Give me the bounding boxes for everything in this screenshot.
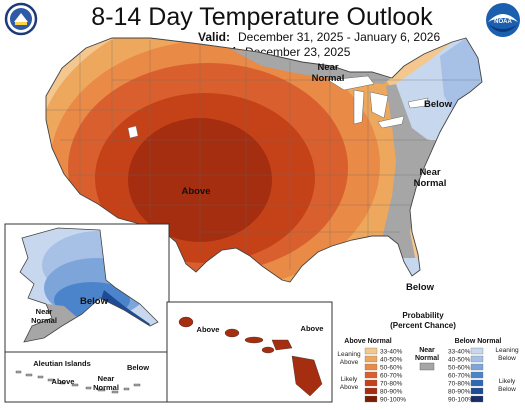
legend-below-swatch-5 (470, 387, 484, 395)
legend-below-swatch-3 (470, 371, 484, 379)
label-above-main: Above (181, 186, 210, 197)
aleutian-title: Aleutian Islands (33, 359, 91, 368)
noaa-logo: NOAA (486, 3, 520, 37)
label-hawaii-above-right: Above (301, 324, 324, 333)
label-aleutian-above: Above (52, 377, 75, 386)
aleutian-frame (4, 351, 168, 403)
label-near-normal-north-1: Near (317, 62, 338, 73)
label-alaska-below: Below (80, 296, 109, 307)
legend-below-range-6: 90-100% (448, 397, 474, 404)
legend-leaning-above-2: Above (340, 359, 359, 366)
legend-above-range-6: 90-100% (380, 397, 406, 404)
legend-above-swatch-5 (364, 387, 378, 395)
zone-below-florida (392, 258, 432, 282)
legend-below-header: Below Normal (455, 338, 502, 345)
legend-likely-below-1: Likely (499, 378, 516, 385)
legend-below-range-0: 33-40% (448, 349, 471, 356)
label-aleutian-below: Below (127, 363, 149, 372)
state-lines (46, 40, 480, 270)
legend-likely-above-1: Likely (341, 376, 358, 383)
label-below-florida: Below (406, 282, 435, 293)
alaska-outline (19, 227, 159, 343)
legend-leaning-below-1: Leaning (495, 347, 519, 354)
legend-below-swatch-6 (470, 395, 484, 403)
legend-below-swatch-1 (470, 355, 484, 363)
legend: Probability (Percent Chance) Above Norma… (337, 311, 519, 404)
label-aleutian-near-normal-2: Normal (93, 383, 119, 392)
legend-above-swatch-6 (364, 395, 378, 403)
legend-below-swatch-4 (470, 379, 484, 387)
legend-above-swatches: 33-40%40-50%50-60%60-70%70-80%80-90%90-1… (364, 347, 406, 404)
legend-above-swatch-4 (364, 379, 378, 387)
commerce-seal-logo (4, 2, 38, 36)
legend-below-swatches: 33-40%40-50%50-60%60-70%70-80%80-90%90-1… (448, 347, 484, 404)
legend-near-normal-2: Normal (415, 355, 439, 362)
great-salt-lake (127, 125, 139, 139)
legend-above-swatch-0 (364, 347, 378, 355)
label-below-northeast: Below (424, 99, 453, 110)
legend-below-range-3: 60-70% (448, 373, 471, 380)
legend-above-range-1: 40-50% (380, 357, 403, 364)
legend-below-range-5: 80-90% (448, 389, 471, 396)
valid-range: December 31, 2025 - January 6, 2026 (238, 30, 440, 44)
legend-above-range-3: 60-70% (380, 373, 403, 380)
label-near-normal-se-2: Normal (414, 178, 447, 189)
legend-likely-above-2: Above (340, 384, 359, 391)
label-aleutian-near-normal-1: Near (98, 374, 115, 383)
legend-below-range-1: 40-50% (448, 357, 471, 364)
alaska-inset: Below Near Normal (4, 223, 170, 353)
legend-below-range-4: 70-80% (448, 381, 471, 388)
label-near-normal-north-2: Normal (312, 73, 345, 84)
legend-above-swatch-2 (364, 363, 378, 371)
label-alaska-near-normal-2: Normal (31, 316, 57, 325)
legend-likely-below-2: Below (498, 386, 516, 393)
legend-above-swatch-3 (364, 371, 378, 379)
legend-above-header: Above Normal (344, 338, 392, 345)
legend-below-swatch-2 (470, 363, 484, 371)
valid-label: Valid: (198, 30, 230, 44)
aleutian-islands (15, 370, 141, 394)
legend-above-swatch-1 (364, 355, 378, 363)
legend-above-range-0: 33-40% (380, 349, 403, 356)
conus-outline (45, 37, 483, 283)
label-hawaii-above-left: Above (197, 325, 220, 334)
label-near-normal-se-1: Near (419, 167, 440, 178)
page-title: 8-14 Day Temperature Outlook (91, 3, 433, 31)
legend-above-range-4: 70-80% (380, 381, 403, 388)
legend-below-range-2: 50-60% (448, 365, 471, 372)
noaa-logo-text: NOAA (494, 19, 512, 25)
legend-above-range-2: 50-60% (380, 365, 403, 372)
legend-title-1: Probability (402, 311, 444, 320)
aleutian-inset: Aleutian Islands Above Near Normal Below (4, 351, 168, 403)
legend-near-normal-1: Near (419, 347, 435, 354)
great-lakes (327, 75, 429, 129)
hawaii-inset: Above Above (166, 301, 333, 403)
label-alaska-near-normal-1: Near (36, 307, 53, 316)
hawaii-islands (178, 316, 323, 397)
legend-leaning-below-2: Below (498, 355, 516, 362)
legend-above-range-5: 80-90% (380, 389, 403, 396)
legend-below-swatch-0 (470, 347, 484, 355)
legend-leaning-above-1: Leaning (337, 351, 361, 358)
legend-title-2: (Percent Chance) (390, 321, 456, 330)
legend-near-normal-swatch (419, 362, 435, 371)
